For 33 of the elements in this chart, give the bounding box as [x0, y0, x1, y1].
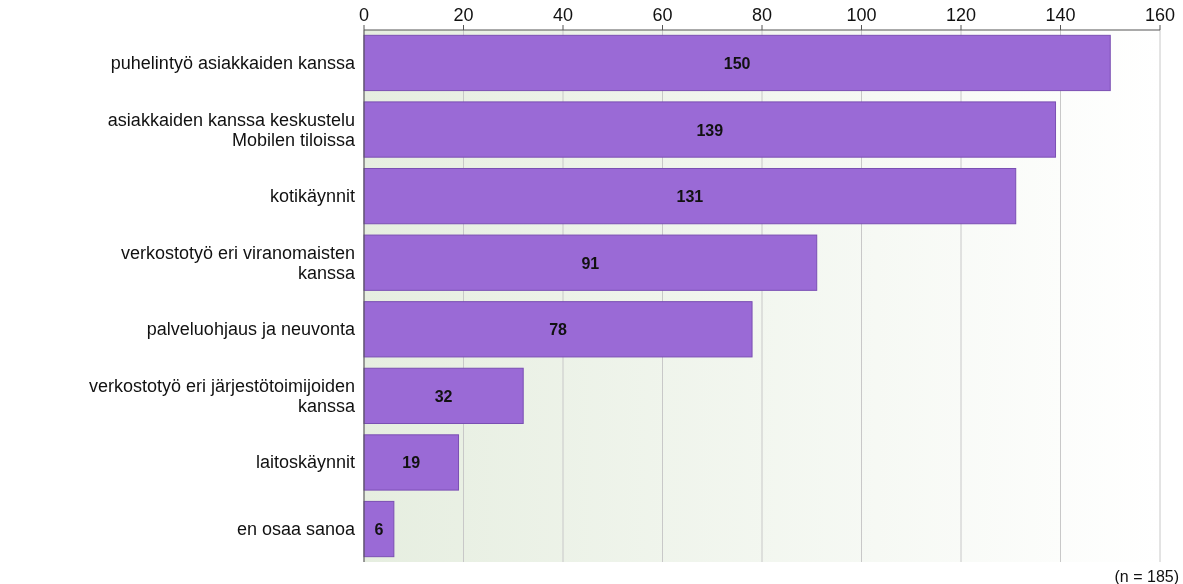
bar	[363, 167, 1017, 225]
data-label: 91	[581, 254, 600, 272]
x-tick-label: 120	[945, 5, 977, 25]
x-tick-label: 160	[1144, 5, 1176, 25]
y-tick-label: en osaa sanoa	[236, 519, 356, 540]
data-label: 131	[676, 188, 704, 206]
bar	[363, 101, 1057, 158]
y-tick-label: puhelintyö asiakkaiden kanssa	[110, 52, 356, 73]
y-tick-label: asiakkaiden kanssa keskustelu Mobilen tiloissa	[107, 109, 356, 150]
data-label: 139	[696, 121, 724, 139]
x-tick-label: 80	[751, 5, 773, 25]
x-tick-label: 60	[652, 5, 673, 25]
bar	[363, 301, 753, 358]
bar	[363, 434, 460, 491]
x-tick-label: 20	[453, 5, 474, 25]
x-tick-label: 0	[358, 5, 370, 25]
bar	[363, 500, 395, 558]
x-tick-label: 140	[1045, 5, 1076, 25]
x-tick-label: 100	[846, 5, 877, 25]
data-label: 32	[434, 387, 453, 405]
data-label: 19	[402, 454, 421, 472]
data-label: 150	[723, 54, 751, 72]
y-tick-label: kotikäynnit	[269, 186, 355, 207]
bar	[363, 367, 524, 425]
data-label: 6	[374, 521, 384, 539]
bar	[363, 234, 818, 291]
y-tick-label: palveluohjaus ja neuvonta	[146, 319, 356, 340]
x-tick-label: 40	[552, 5, 574, 25]
y-tick-label: verkostotyö eri järjestötoimijoiden kanssa	[88, 375, 356, 416]
data-label: 78	[549, 321, 568, 339]
y-tick-label: laitoskäynnit	[255, 452, 355, 473]
bar	[363, 34, 1111, 92]
y-tick-label: verkostotyö eri viranomaisten kanssa	[120, 242, 356, 283]
